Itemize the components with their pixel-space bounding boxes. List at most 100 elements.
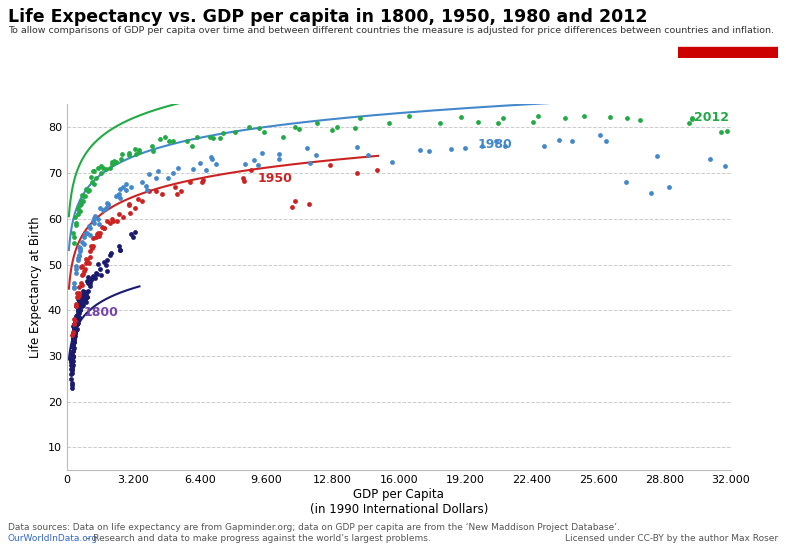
Point [75, 296, 87, 305]
Point [288, 123, 301, 132]
Point [601, 136, 613, 145]
Point [66, 341, 79, 350]
Point [75, 200, 87, 208]
Point [288, 196, 301, 205]
Point [111, 217, 123, 226]
Point [98, 223, 111, 232]
Point [123, 200, 135, 209]
Point [69, 265, 82, 273]
Point [66, 329, 79, 338]
Point [253, 123, 266, 132]
Point [95, 162, 108, 170]
Point [69, 324, 82, 333]
Point [499, 141, 512, 150]
Point [74, 306, 86, 315]
Point [90, 229, 103, 238]
Point [685, 113, 698, 122]
Point [70, 299, 83, 308]
Text: 1950: 1950 [258, 172, 292, 185]
Point [67, 343, 79, 351]
Point [67, 336, 79, 344]
Point [65, 370, 78, 378]
Point [683, 118, 696, 127]
Point [68, 320, 81, 328]
Point [72, 206, 85, 215]
Point [68, 324, 80, 333]
Point [77, 192, 90, 201]
Point [112, 190, 125, 199]
Point [74, 297, 86, 306]
Point [171, 164, 184, 173]
Point [71, 320, 83, 329]
Point [97, 205, 109, 214]
Text: OurWorldInData.org: OurWorldInData.org [8, 535, 98, 543]
Point [67, 340, 79, 349]
Point [119, 185, 132, 194]
Point [76, 292, 89, 301]
Point [97, 163, 109, 172]
Point [70, 318, 83, 327]
Point [75, 280, 88, 289]
Point [100, 260, 112, 269]
Point [72, 308, 84, 317]
Point [67, 353, 79, 361]
Point [67, 333, 79, 342]
Point [72, 291, 85, 300]
Point [68, 326, 80, 334]
Point [76, 262, 89, 271]
Point [68, 333, 80, 342]
Point [143, 186, 156, 195]
Point [85, 241, 97, 250]
Point [97, 258, 110, 267]
Point [362, 150, 374, 159]
Point [86, 242, 99, 251]
Point [65, 365, 78, 374]
Point [68, 278, 80, 287]
Point [102, 201, 115, 210]
Point [72, 306, 85, 315]
Point [78, 294, 90, 303]
Point [74, 244, 86, 252]
Point [492, 119, 505, 128]
Point [81, 187, 94, 196]
Point [66, 337, 79, 345]
Point [79, 296, 91, 305]
Point [90, 268, 102, 277]
Point [634, 116, 647, 124]
Point [351, 143, 363, 152]
Point [704, 155, 717, 164]
Point [75, 301, 88, 310]
Point [82, 278, 94, 287]
Point [74, 245, 86, 254]
Point [79, 229, 91, 238]
Point [66, 357, 79, 366]
Point [74, 306, 86, 315]
Point [66, 361, 79, 370]
Point [65, 365, 78, 374]
Point [94, 204, 106, 213]
Point [67, 334, 79, 343]
Point [116, 183, 129, 191]
Point [77, 197, 90, 206]
Point [127, 233, 140, 241]
Point [65, 356, 78, 365]
Point [90, 270, 103, 279]
Point [67, 328, 79, 337]
Point [119, 179, 132, 188]
Point [94, 228, 106, 237]
Point [69, 328, 82, 337]
Point [133, 148, 145, 157]
Point [65, 351, 78, 360]
Point [68, 322, 81, 331]
Point [382, 118, 395, 127]
Point [68, 329, 81, 338]
Y-axis label: Life Expectancy at Birth: Life Expectancy at Birth [29, 217, 42, 358]
Point [72, 299, 85, 307]
Point [87, 213, 100, 222]
Point [87, 219, 100, 228]
Point [239, 160, 252, 168]
Point [714, 128, 727, 136]
Point [101, 217, 113, 226]
Point [68, 336, 80, 344]
Point [67, 347, 79, 356]
